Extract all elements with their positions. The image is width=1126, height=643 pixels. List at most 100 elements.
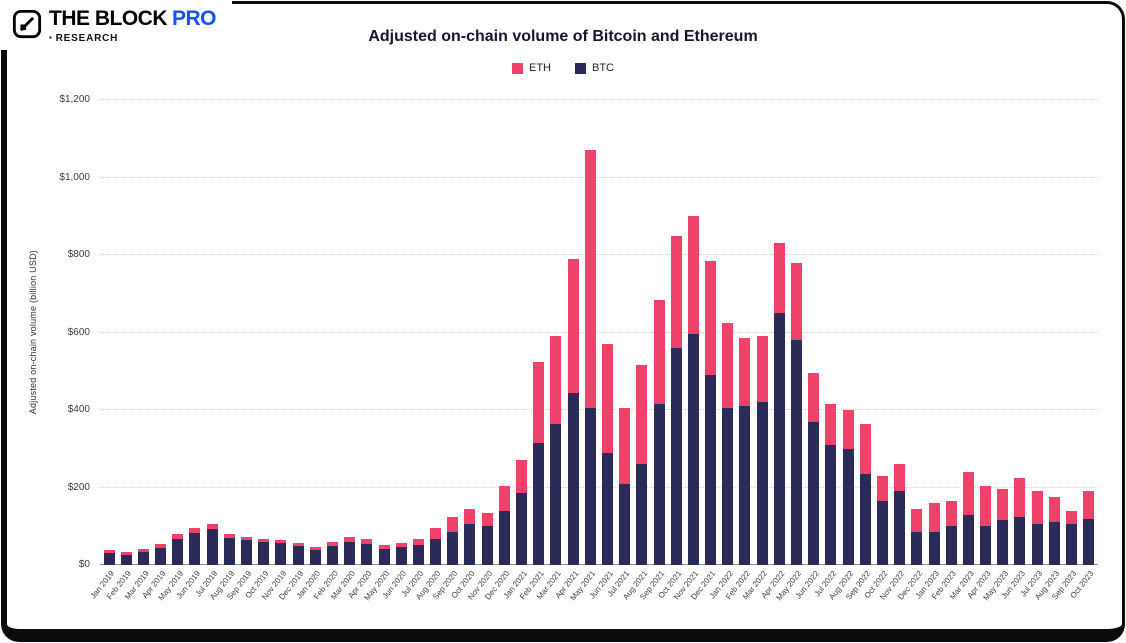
btc-segment — [326, 545, 338, 565]
eth-color-swatch — [512, 62, 523, 74]
eth-segment — [1014, 477, 1026, 517]
bar-stack: Aug 2019 — [208, 100, 237, 602]
bar-stack: Sep 2023 — [1050, 100, 1080, 602]
bars: Jan 2019 Feb 2019 Mar 2019 Apr 2019 May 2019… — [89, 100, 1098, 602]
eth-segment — [155, 543, 167, 548]
bar-stack: Jan 2019 — [89, 100, 117, 600]
eth-segment — [636, 365, 648, 465]
bar-stack: Feb 2022 — [724, 100, 753, 601]
bar-stack: Apr 2023 — [966, 100, 994, 600]
bar-stack: Jul 2021 — [606, 100, 633, 598]
gridline: $0 — [79, 559, 1098, 570]
chart-title: Adjusted on-chain volume of Bitcoin and … — [368, 28, 758, 45]
btc-segment — [756, 402, 768, 565]
eth-segment — [120, 551, 132, 555]
btc-segment — [223, 537, 235, 565]
btc-segment — [258, 542, 270, 565]
chart-legend: ETH BTC — [0, 62, 1126, 74]
bar-stack: Feb 2021 — [518, 100, 547, 601]
btc-segment — [533, 442, 545, 565]
bar-stack: Jan 2023 — [914, 100, 942, 600]
btc-segment — [773, 313, 785, 565]
btc-segment — [1083, 518, 1095, 565]
btc-segment — [842, 448, 854, 565]
btc-segment — [481, 526, 493, 565]
bullet-icon: ▪ — [49, 33, 53, 42]
bar-stack: May 2022 — [775, 100, 805, 602]
bar-stack: May 2021 — [569, 100, 598, 602]
bar-stack: Apr 2020 — [347, 100, 375, 600]
eth-segment — [361, 539, 373, 545]
bar-stack: Aug 2021 — [621, 100, 650, 602]
eth-segment — [1031, 491, 1043, 525]
bar-stack: Jun 2020 — [381, 100, 409, 600]
eth-segment — [516, 460, 527, 494]
eth-segment — [997, 489, 1009, 521]
y-tick-label: $600 — [67, 326, 90, 338]
eth-segment — [309, 547, 321, 550]
eth-segment — [773, 243, 785, 314]
bar-stack: Dec 2021 — [689, 100, 719, 602]
bar-stack: Jun 2021 — [587, 100, 615, 600]
bar-stack: Sep 2021 — [638, 100, 667, 602]
eth-segment — [722, 322, 734, 409]
bar-stack: Jun 2023 — [1000, 100, 1028, 600]
eth-segment — [1066, 510, 1077, 525]
bar-stack: Aug 2022 — [827, 100, 856, 602]
btc-segment — [1066, 524, 1077, 565]
btc-segment — [601, 452, 613, 565]
bar-stack: Nov 2020 — [466, 100, 495, 602]
y-tick-label: $800 — [67, 249, 90, 261]
logo-text: THE BLOCK PRO ▪ RESEARCH — [49, 7, 217, 44]
btc-segment — [516, 493, 527, 565]
bar-stack: Sep 2019 — [225, 100, 255, 602]
eth-segment — [241, 537, 252, 541]
btc-segment — [1031, 524, 1043, 565]
btc-segment — [962, 514, 974, 565]
eth-segment — [172, 534, 184, 540]
btc-segment — [791, 340, 802, 565]
bar-stack: Jul 2020 — [400, 100, 426, 598]
btc-segment — [172, 539, 184, 565]
eth-segment — [756, 336, 768, 403]
eth-segment — [808, 373, 820, 422]
bar-stack: Jun 2022 — [793, 100, 822, 600]
brand-pro: PRO — [172, 7, 217, 30]
btc-segment — [430, 538, 442, 565]
bar-stack: Jan 2022 — [707, 100, 736, 600]
btc-segment — [825, 444, 837, 565]
eth-segment — [567, 258, 579, 393]
bar-stack: Oct 2019 — [244, 100, 272, 600]
eth-segment — [687, 216, 699, 335]
eth-segment — [894, 464, 906, 492]
y-tick-label: $1,000 — [59, 171, 90, 183]
y-tick-label: $0 — [78, 559, 90, 570]
btc-segment — [876, 501, 888, 565]
btc-segment — [911, 532, 923, 565]
btc-segment — [292, 546, 304, 565]
btc-segment — [928, 532, 940, 565]
btc-segment — [275, 543, 287, 565]
eth-segment — [464, 508, 476, 525]
gridline: $1,200 — [59, 94, 1098, 105]
bar-stack: Sep 2020 — [432, 100, 461, 602]
bar-stack: Dec 2020 — [483, 100, 512, 602]
btc-segment — [395, 547, 407, 565]
bar-stack: Dec 2019 — [277, 100, 306, 602]
eth-segment — [1083, 491, 1095, 519]
y-axis-title-text: Adjusted on-chain volume (billion USD) — [28, 250, 38, 415]
eth-segment — [412, 538, 424, 545]
btc-segment — [722, 408, 734, 565]
eth-segment — [395, 542, 407, 548]
bar-stack: Jul 2019 — [194, 100, 220, 598]
btc-segment — [980, 526, 992, 565]
btc-segment — [447, 532, 459, 565]
eth-segment — [326, 541, 338, 546]
eth-segment — [928, 503, 940, 533]
btc-segment — [687, 334, 699, 565]
btc-segment — [155, 547, 167, 565]
btc-segment — [412, 544, 424, 565]
bar-stack: Oct 2022 — [862, 100, 890, 600]
eth-segment — [791, 262, 802, 341]
